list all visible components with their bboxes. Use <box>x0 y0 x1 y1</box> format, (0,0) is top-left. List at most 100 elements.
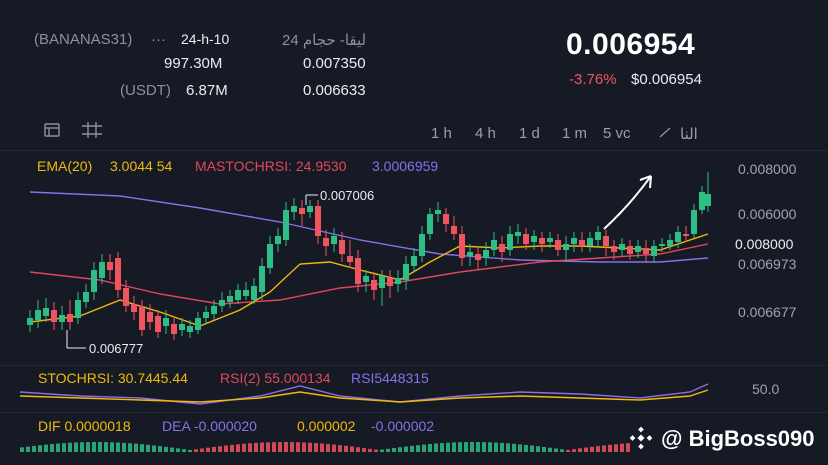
pair-label: (BANANAS31) <box>34 31 133 48</box>
candle-body <box>99 262 105 278</box>
macd-bar <box>572 449 576 452</box>
macd-bar <box>350 446 354 452</box>
macd-bar <box>152 445 156 452</box>
candle-body <box>259 266 265 292</box>
macd-bar <box>74 442 78 452</box>
macd-value-4: -0.000002 <box>371 418 435 434</box>
macd-bar <box>302 442 306 452</box>
rsi2-label: RSI(2) 55.000134 <box>220 370 331 386</box>
macd-bar <box>266 442 270 452</box>
candle-body <box>403 264 409 280</box>
candle-body <box>27 318 33 325</box>
candle-body <box>179 324 185 330</box>
macd-bar <box>608 444 612 452</box>
timeframe-1d[interactable]: 1 d <box>519 125 540 142</box>
macd-bar <box>368 448 372 452</box>
macd-bar <box>482 442 486 452</box>
candle-body <box>155 316 161 332</box>
rsi-label: RSI5448315 <box>351 370 429 386</box>
low-value: 0.006633 <box>303 82 366 99</box>
macd-bar <box>182 449 186 452</box>
candle-body <box>243 290 249 296</box>
candle-body <box>123 288 129 306</box>
change-percent: -3.76% <box>569 71 617 88</box>
y-axis-label: 0.006000 <box>738 206 797 222</box>
candle-body <box>563 244 569 250</box>
macd-bar <box>434 443 438 452</box>
candle-body <box>227 296 233 302</box>
candle-body <box>251 286 257 300</box>
macd-bar <box>428 443 432 452</box>
trend-arrow-icon <box>603 175 652 230</box>
candle-body <box>619 244 625 250</box>
macd-bar <box>536 446 540 452</box>
candle-body <box>75 300 81 318</box>
candle-body <box>51 310 57 322</box>
more-timeframes[interactable]: النا <box>680 126 698 143</box>
ema-mid-line <box>29 243 709 305</box>
macd-bar <box>476 442 480 452</box>
macd-bar <box>230 444 234 452</box>
volume-base: 997.30M <box>164 55 223 72</box>
macd-bar <box>254 442 258 452</box>
macd-bar <box>506 443 510 452</box>
macd-bar <box>416 445 420 452</box>
candle-body <box>211 306 217 314</box>
macd-bar <box>56 443 60 452</box>
stoch-divider <box>0 412 828 413</box>
macd-bar <box>404 446 408 452</box>
macd-bar <box>194 449 198 452</box>
candle-body <box>499 244 505 252</box>
macd-bar <box>494 442 498 452</box>
candle-body <box>83 292 89 302</box>
candle-body <box>515 232 521 236</box>
high-value: 0.007350 <box>303 55 366 72</box>
y-axis-label: 0.006973 <box>738 256 797 272</box>
macd-bar <box>110 442 114 452</box>
timeframe-1m[interactable]: 1 m <box>562 125 588 142</box>
candle-body <box>59 315 65 322</box>
candle-body <box>523 234 529 244</box>
main-divider <box>0 365 828 366</box>
candle-body <box>307 206 313 212</box>
macd-bar <box>122 442 126 452</box>
candle-body <box>627 246 633 254</box>
macd-bar <box>548 447 552 452</box>
timeframe-4h[interactable]: 4 h <box>475 125 496 142</box>
y-axis-label: 0.008000 <box>738 161 797 177</box>
macd-bar <box>62 443 66 452</box>
timeframe-1h[interactable]: 1 h <box>431 125 452 142</box>
y-axis-label-current: 0.008000 <box>735 236 794 252</box>
macd-bar <box>398 447 402 452</box>
macd-bar <box>212 446 216 452</box>
stoch-k-line <box>19 383 709 405</box>
macd-bar <box>554 448 558 452</box>
timeframe-5vc[interactable]: 5 vc <box>603 125 631 142</box>
macd-bar <box>200 448 204 452</box>
candle-body <box>643 248 649 254</box>
last-price: 0.006954 <box>566 28 696 61</box>
macd-bar <box>92 442 96 452</box>
candle-body <box>571 238 577 244</box>
more-dots-icon[interactable]: ··· <box>151 31 166 48</box>
macd-bar <box>626 443 630 452</box>
macd-bar <box>566 449 570 452</box>
macd-bar <box>542 446 546 452</box>
macd-bar <box>488 442 492 452</box>
macd-bar <box>272 442 276 452</box>
macd-bar <box>500 442 504 452</box>
candle-body <box>347 256 353 262</box>
macd-bar <box>524 444 528 452</box>
candle-body <box>459 234 465 258</box>
ema-label: EMA(20) <box>37 158 93 174</box>
macd-bar <box>278 442 282 452</box>
candle-body <box>635 246 641 252</box>
high-marker-label: 0.007006 <box>320 188 375 203</box>
macd-bar <box>446 442 450 452</box>
candle-body <box>467 252 473 256</box>
toolbar-divider <box>0 150 828 151</box>
macd-bar <box>224 445 228 452</box>
candle-body <box>163 318 169 326</box>
macd-bar <box>386 448 390 452</box>
